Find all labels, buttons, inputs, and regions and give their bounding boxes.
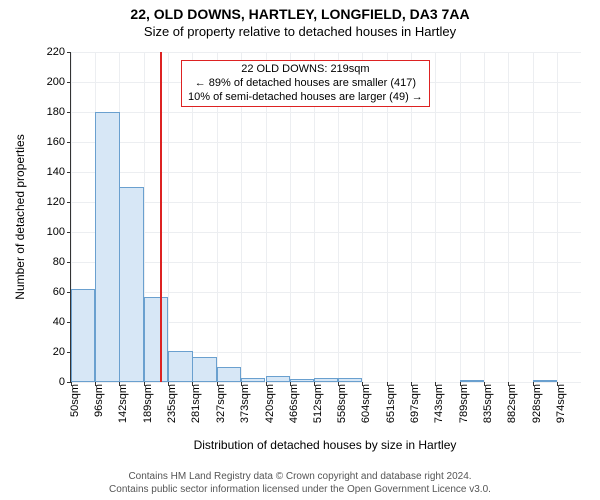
gridline-h bbox=[71, 172, 581, 173]
histogram-bar bbox=[266, 376, 290, 382]
gridline-h bbox=[71, 292, 581, 293]
histogram-bar bbox=[314, 378, 338, 383]
x-tick-label: 142sqm bbox=[117, 384, 129, 423]
histogram-bar bbox=[168, 351, 192, 383]
y-tick-label: 100 bbox=[47, 226, 71, 238]
y-tick-label: 200 bbox=[47, 76, 71, 88]
histogram-bar bbox=[338, 378, 362, 383]
gridline-v bbox=[484, 52, 485, 382]
gridline-v bbox=[533, 52, 534, 382]
page-subtitle: Size of property relative to detached ho… bbox=[0, 24, 600, 39]
footer: Contains HM Land Registry data © Crown c… bbox=[0, 471, 600, 496]
y-tick-label: 60 bbox=[53, 286, 71, 298]
gridline-v bbox=[168, 52, 169, 382]
y-tick-label: 220 bbox=[47, 46, 71, 58]
x-tick-label: 235sqm bbox=[166, 384, 178, 423]
x-tick-label: 96sqm bbox=[93, 384, 105, 417]
histogram-bar bbox=[241, 378, 265, 383]
y-tick-label: 160 bbox=[47, 136, 71, 148]
histogram-bar bbox=[71, 289, 95, 382]
y-tick-label: 80 bbox=[53, 256, 71, 268]
histogram-bar bbox=[533, 380, 557, 382]
x-tick-label: 373sqm bbox=[239, 384, 251, 423]
footer-line-1: Contains HM Land Registry data © Crown c… bbox=[0, 471, 600, 484]
y-tick-label: 140 bbox=[47, 166, 71, 178]
x-tick-label: 697sqm bbox=[409, 384, 421, 423]
histogram-bar bbox=[217, 367, 241, 382]
y-tick-label: 40 bbox=[53, 316, 71, 328]
histogram-bar bbox=[290, 379, 314, 382]
gridline-h bbox=[71, 382, 581, 383]
footer-line-2: Contains public sector information licen… bbox=[0, 484, 600, 497]
annotation-line-2: ← 89% of detached houses are smaller (41… bbox=[188, 77, 423, 91]
gridline-v bbox=[508, 52, 509, 382]
x-tick-label: 512sqm bbox=[312, 384, 324, 423]
histogram-bar bbox=[460, 380, 484, 382]
y-tick-label: 20 bbox=[53, 346, 71, 358]
histogram-bar bbox=[95, 112, 119, 382]
page-title: 22, OLD DOWNS, HARTLEY, LONGFIELD, DA3 7… bbox=[0, 6, 600, 22]
gridline-h bbox=[71, 262, 581, 263]
y-tick-label: 180 bbox=[47, 106, 71, 118]
x-tick-label: 651sqm bbox=[385, 384, 397, 423]
x-tick-label: 743sqm bbox=[433, 384, 445, 423]
y-tick-label: 120 bbox=[47, 196, 71, 208]
x-tick-label: 835sqm bbox=[482, 384, 494, 423]
x-tick-label: 189sqm bbox=[142, 384, 154, 423]
x-axis-label: Distribution of detached houses by size … bbox=[194, 438, 457, 452]
gridline-h bbox=[71, 202, 581, 203]
histogram-bar bbox=[144, 297, 168, 383]
x-tick-label: 558sqm bbox=[336, 384, 348, 423]
gridline-h bbox=[71, 142, 581, 143]
histogram-bar bbox=[119, 187, 143, 382]
x-tick-label: 928sqm bbox=[531, 384, 543, 423]
gridline-v bbox=[557, 52, 558, 382]
gridline-h bbox=[71, 112, 581, 113]
histogram-bar bbox=[192, 357, 216, 383]
marker-line bbox=[160, 52, 162, 382]
chart-plot-area: 02040608010012014016018020022050sqm96sqm… bbox=[70, 52, 581, 383]
annotation-line-1: 22 OLD DOWNS: 219sqm bbox=[188, 63, 423, 77]
x-tick-label: 466sqm bbox=[288, 384, 300, 423]
x-tick-label: 327sqm bbox=[215, 384, 227, 423]
x-tick-label: 281sqm bbox=[190, 384, 202, 423]
x-tick-label: 882sqm bbox=[506, 384, 518, 423]
x-tick-label: 604sqm bbox=[360, 384, 372, 423]
gridline-v bbox=[460, 52, 461, 382]
y-axis-label: Number of detached properties bbox=[13, 134, 27, 299]
x-tick-label: 789sqm bbox=[458, 384, 470, 423]
x-tick-label: 974sqm bbox=[555, 384, 567, 423]
annotation-box: 22 OLD DOWNS: 219sqm ← 89% of detached h… bbox=[181, 60, 430, 107]
gridline-h bbox=[71, 232, 581, 233]
annotation-line-3: 10% of semi-detached houses are larger (… bbox=[188, 91, 423, 105]
x-tick-label: 420sqm bbox=[264, 384, 276, 423]
gridline-h bbox=[71, 52, 581, 53]
x-tick-label: 50sqm bbox=[69, 384, 81, 417]
gridline-v bbox=[435, 52, 436, 382]
